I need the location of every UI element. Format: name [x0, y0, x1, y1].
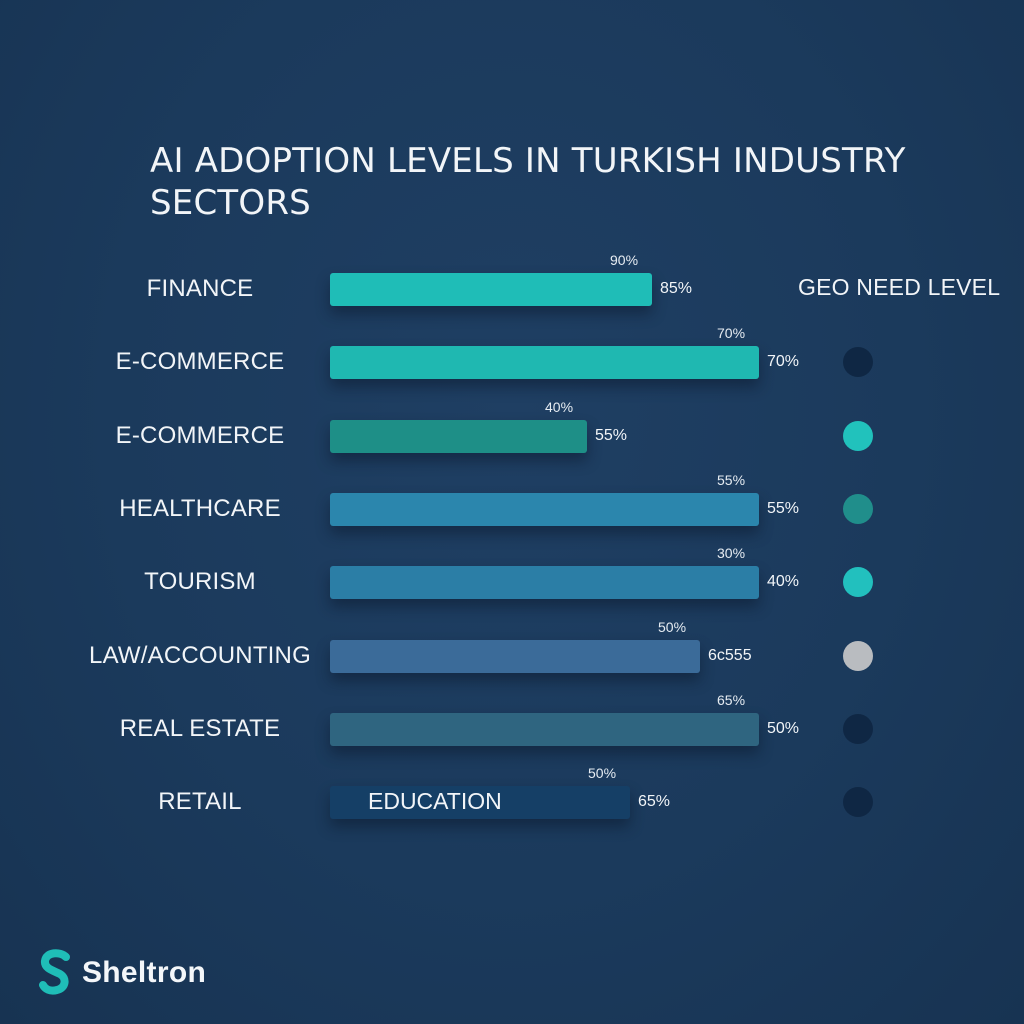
- brand-logo: Sheltron: [38, 948, 206, 998]
- bar-inner-label: EDUCATION: [368, 788, 502, 814]
- geo-need-dot: [843, 714, 873, 744]
- geo-need-dot: [843, 494, 873, 524]
- bar: [330, 420, 587, 453]
- bar: EDUCATION: [330, 786, 630, 819]
- bar-top-value: 55%: [717, 472, 746, 488]
- bar-top-value: 70%: [717, 325, 746, 341]
- bar-side-value: 85%: [660, 280, 693, 297]
- geo-need-dot: [843, 421, 873, 451]
- bar-top-value: 50%: [588, 765, 617, 781]
- category-label: FINANCE: [146, 275, 254, 302]
- bar-side-value: 6c555: [708, 647, 752, 664]
- bar-top-value: 40%: [545, 399, 574, 415]
- bar-top-value: 90%: [610, 252, 639, 268]
- geo-need-dot: [843, 641, 873, 671]
- geo-need-dot: [843, 787, 873, 817]
- logo-s-icon: [39, 949, 70, 995]
- category-label: E-COMMERCE: [115, 422, 285, 449]
- bar: [330, 713, 759, 746]
- category-label: HEALTHCARE: [119, 495, 281, 522]
- bar: [330, 493, 759, 526]
- bar: [330, 346, 759, 379]
- category-label: RETAIL: [158, 788, 242, 815]
- legend-title: GEO NEED LEVEL: [798, 274, 1001, 300]
- category-label: LAW/ACCOUNTING: [89, 642, 311, 669]
- geo-need-dot: [843, 567, 873, 597]
- bar: [330, 566, 759, 599]
- bar: [330, 273, 652, 306]
- bar-top-value: 50%: [658, 619, 687, 635]
- brand-name: Sheltron: [82, 956, 207, 989]
- bar: [330, 640, 700, 673]
- geo-need-dot: [843, 347, 873, 377]
- bar-top-value: 30%: [717, 545, 746, 561]
- category-label: TOURISM: [144, 568, 256, 595]
- bar-side-value: 40%: [767, 573, 800, 590]
- bar-top-value: 65%: [717, 692, 746, 708]
- bar-side-value: 55%: [767, 500, 800, 517]
- category-label: REAL ESTATE: [119, 715, 281, 742]
- category-label: E-COMMERCE: [115, 348, 285, 375]
- bar-side-value: 65%: [638, 793, 671, 810]
- bar-side-value: 55%: [595, 427, 628, 444]
- chart-title: AI ADOPTION LEVELS IN TURKISH INDUSTRY S…: [150, 141, 906, 223]
- bar-side-value: 50%: [767, 720, 800, 737]
- bar-side-value: 70%: [767, 353, 800, 370]
